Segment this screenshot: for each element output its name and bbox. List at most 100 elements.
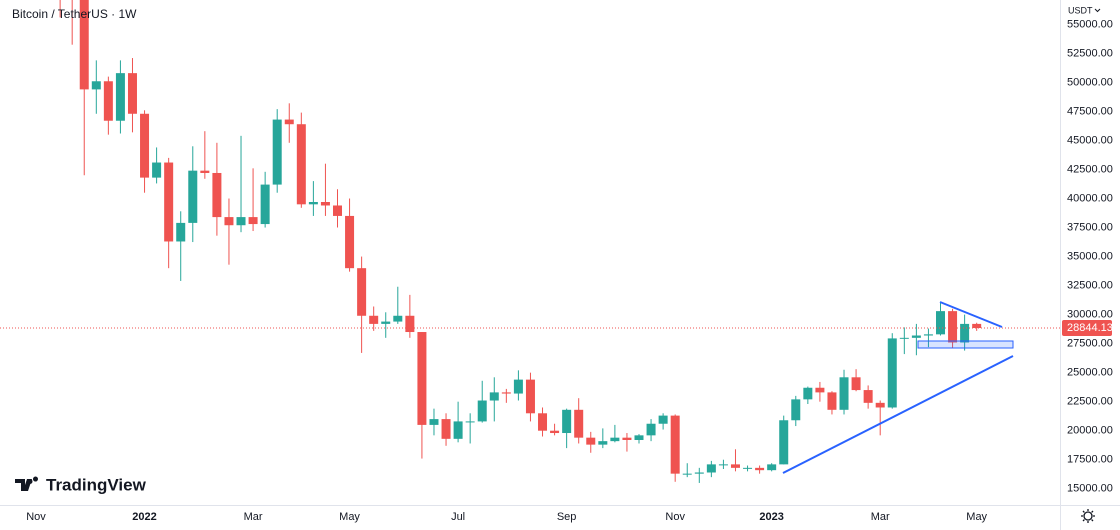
candle-body bbox=[453, 421, 463, 439]
candle-body bbox=[393, 315, 403, 322]
currency-selector[interactable]: USDT bbox=[1068, 5, 1101, 15]
candle-body bbox=[574, 409, 584, 438]
candle-body bbox=[308, 202, 318, 205]
candle-body bbox=[465, 421, 475, 423]
y-tick-label: 20000.00 bbox=[1067, 425, 1113, 437]
candle-body bbox=[127, 73, 137, 114]
settings-button[interactable] bbox=[1081, 509, 1095, 523]
candle-body bbox=[827, 392, 837, 410]
candle-body bbox=[369, 315, 379, 324]
x-tick-label: Jul bbox=[451, 511, 465, 523]
candle-body bbox=[598, 441, 608, 445]
candle-body bbox=[405, 315, 415, 333]
logo-text: TradingView bbox=[46, 475, 147, 494]
candle-body bbox=[634, 435, 644, 440]
y-tick-label: 22500.00 bbox=[1067, 396, 1113, 408]
gear-icon[interactable] bbox=[1083, 511, 1093, 521]
y-tick-label: 27500.00 bbox=[1067, 338, 1113, 350]
candle-body bbox=[622, 437, 632, 440]
candle-body bbox=[682, 473, 692, 475]
candle-body bbox=[333, 205, 342, 216]
candle-body bbox=[851, 377, 861, 391]
y-tick-label: 32500.00 bbox=[1067, 279, 1113, 291]
candle-body bbox=[284, 119, 294, 125]
x-tick-label: Mar bbox=[244, 511, 263, 523]
candle-body bbox=[815, 387, 825, 393]
candle-body bbox=[562, 409, 572, 434]
logo: TradingView bbox=[15, 475, 147, 494]
y-tick-label: 35000.00 bbox=[1067, 250, 1113, 262]
candle-body bbox=[646, 423, 656, 436]
y-tick-label: 45000.00 bbox=[1067, 134, 1113, 146]
x-tick-label: May bbox=[339, 511, 360, 523]
currency-label[interactable]: USDT bbox=[1068, 5, 1093, 15]
dropdown-chevron[interactable] bbox=[1094, 8, 1101, 13]
candle-body bbox=[767, 464, 777, 471]
candle-body bbox=[923, 334, 933, 336]
candle-body bbox=[863, 390, 873, 403]
candle-body bbox=[152, 162, 162, 178]
x-tick-label: Sep bbox=[557, 511, 577, 523]
candle-body bbox=[381, 321, 391, 324]
drawings bbox=[782, 301, 1014, 474]
candle-body bbox=[972, 323, 982, 329]
y-tick-label: 47500.00 bbox=[1067, 105, 1113, 117]
candle-body bbox=[887, 338, 897, 408]
candle-body bbox=[525, 379, 535, 414]
y-tick-label: 17500.00 bbox=[1067, 454, 1113, 466]
candle-body bbox=[899, 337, 909, 339]
candle-body bbox=[176, 222, 186, 242]
candle-body bbox=[839, 377, 849, 410]
gear-teeth[interactable] bbox=[1081, 509, 1095, 523]
candle-body bbox=[272, 119, 282, 185]
y-tick-label: 15000.00 bbox=[1067, 483, 1113, 495]
candle-body bbox=[248, 217, 258, 225]
y-tick-label: 55000.00 bbox=[1067, 18, 1113, 30]
candle-body bbox=[417, 332, 427, 425]
y-tick-label: 52500.00 bbox=[1067, 47, 1113, 59]
candle-body bbox=[948, 311, 958, 343]
candle-body bbox=[936, 311, 945, 335]
candle-body bbox=[755, 467, 765, 471]
candle-body bbox=[538, 413, 548, 431]
zone-box bbox=[917, 340, 1014, 349]
candle-body bbox=[610, 437, 620, 442]
y-tick-label: 37500.00 bbox=[1067, 221, 1113, 233]
candle-body bbox=[260, 184, 270, 225]
x-tick-label: 2023 bbox=[759, 511, 783, 523]
x-tick-label: Nov bbox=[26, 511, 46, 523]
candle-body bbox=[357, 268, 367, 316]
candle-body bbox=[586, 437, 596, 445]
x-tick-label: May bbox=[966, 511, 987, 523]
candle-body bbox=[694, 472, 704, 474]
chart-title: Bitcoin / TetherUS · 1W bbox=[12, 7, 137, 21]
plot-area bbox=[0, 0, 1060, 483]
candle-body bbox=[320, 202, 330, 206]
candle-body bbox=[345, 215, 355, 269]
candle-body bbox=[296, 124, 306, 205]
candle-body bbox=[200, 170, 210, 173]
candle-body bbox=[718, 464, 728, 466]
candle-body bbox=[212, 172, 222, 218]
candle-body bbox=[79, 0, 89, 90]
y-tick-label: 42500.00 bbox=[1067, 163, 1113, 175]
trend-line bbox=[939, 301, 1003, 328]
candle-body bbox=[477, 400, 487, 422]
trend-line bbox=[782, 355, 1014, 474]
candle-body bbox=[501, 392, 511, 394]
candle-body bbox=[730, 464, 740, 468]
candle-body bbox=[164, 162, 174, 242]
candle-body bbox=[188, 170, 198, 223]
candle-body bbox=[803, 387, 813, 400]
candle-body bbox=[911, 335, 921, 338]
candle-body bbox=[875, 402, 885, 408]
candle-body bbox=[743, 467, 753, 469]
candle-body bbox=[115, 73, 125, 121]
candle-body bbox=[960, 323, 970, 343]
logo-icon-dot bbox=[27, 479, 33, 484]
candle-body bbox=[779, 420, 789, 465]
candle-body bbox=[441, 419, 451, 439]
candle-body bbox=[91, 81, 101, 90]
